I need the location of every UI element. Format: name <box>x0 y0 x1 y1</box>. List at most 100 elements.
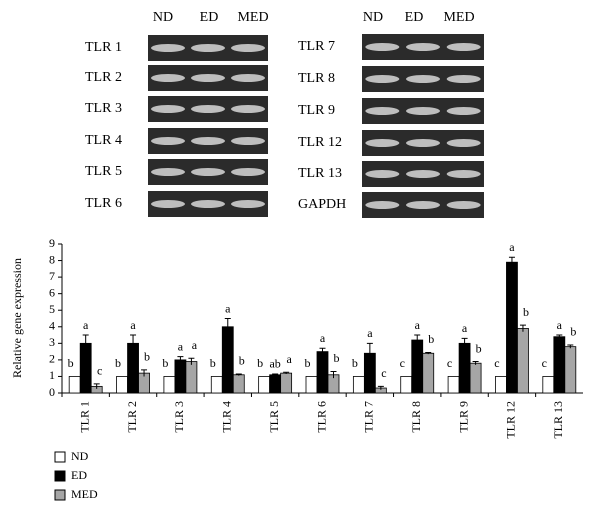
error-bar <box>567 344 574 349</box>
bar <box>422 352 435 394</box>
error-bar <box>556 334 563 339</box>
error-bar <box>461 337 468 349</box>
error-bar <box>319 347 326 355</box>
error-bar <box>425 351 432 355</box>
band <box>406 107 440 115</box>
significance-label: b <box>305 356 311 370</box>
band <box>191 137 225 145</box>
bar <box>564 346 577 394</box>
error-bar <box>272 373 279 376</box>
significance-label: b <box>476 341 482 355</box>
bar <box>258 376 271 394</box>
bar <box>411 339 424 394</box>
bar <box>210 376 223 394</box>
significance-label: b <box>239 354 245 368</box>
bar <box>517 328 529 394</box>
bar <box>163 376 176 394</box>
bar <box>116 376 128 394</box>
bar <box>185 361 198 394</box>
x-tick-label: TLR 1 <box>77 401 91 433</box>
bar <box>269 374 282 394</box>
error-bar <box>188 357 195 365</box>
significance-label: a <box>415 318 421 332</box>
y-tick-label: 4 <box>49 319 55 333</box>
error-bar <box>141 369 148 377</box>
significance-label: b <box>334 351 340 365</box>
gene-label: TLR 8 <box>298 71 335 86</box>
lane-label: MED <box>237 10 268 25</box>
bar <box>553 336 566 394</box>
lane-label: ED <box>405 10 424 25</box>
significance-label: c <box>97 364 102 378</box>
band <box>191 168 225 176</box>
bar <box>221 326 234 394</box>
significance-label: a <box>557 318 563 332</box>
significance-label: b <box>144 350 150 364</box>
error-bar <box>177 356 184 364</box>
significance-label: b <box>523 305 529 319</box>
error-bar <box>366 342 373 364</box>
error-bar <box>472 361 479 365</box>
significance-label: b <box>162 356 168 370</box>
error-bar <box>93 383 100 389</box>
error-bar <box>414 334 421 345</box>
band <box>446 170 481 178</box>
bar <box>232 374 245 394</box>
bar <box>447 376 460 394</box>
significance-label: c <box>400 356 405 370</box>
band <box>231 200 265 208</box>
y-tick-label: 7 <box>49 269 55 283</box>
y-tick-label: 6 <box>49 285 55 299</box>
lane-label: ED <box>200 10 219 25</box>
band <box>151 137 185 145</box>
significance-label: a <box>286 352 292 366</box>
x-tick-label: TLR 7 <box>362 401 376 433</box>
x-tick-label: TLR 13 <box>551 401 565 439</box>
significance-label: b <box>352 356 358 370</box>
band <box>191 105 225 113</box>
significance-label: a <box>192 338 198 352</box>
error-bar <box>130 334 137 352</box>
x-tick-label: TLR 2 <box>125 401 139 433</box>
significance-label: b <box>570 325 576 339</box>
bar <box>495 376 507 394</box>
band <box>406 43 440 51</box>
significance-label: a <box>83 318 89 332</box>
band <box>151 200 185 208</box>
significance-label: b <box>115 356 121 370</box>
x-tick-label: TLR 5 <box>267 401 281 433</box>
band <box>151 168 185 176</box>
y-tick-label: 5 <box>49 302 55 316</box>
y-tick-label: 1 <box>49 368 55 382</box>
gene-label: TLR 2 <box>85 70 122 85</box>
band <box>191 200 225 208</box>
band <box>365 107 400 115</box>
error-bar <box>224 318 231 336</box>
band <box>365 201 400 209</box>
band <box>151 74 185 82</box>
band <box>231 105 265 113</box>
bar <box>458 342 471 394</box>
significance-label: a <box>130 318 136 332</box>
band <box>446 107 481 115</box>
significance-label: a <box>367 326 373 340</box>
gene-label: TLR 6 <box>85 196 122 211</box>
x-tick-label: TLR 12 <box>504 401 518 439</box>
bar <box>316 351 329 394</box>
x-tick-label: TLR 6 <box>314 401 328 433</box>
band <box>406 75 440 83</box>
x-tick-label: TLR 4 <box>220 401 234 433</box>
band <box>191 74 225 82</box>
gene-label: TLR 13 <box>298 166 342 181</box>
x-tick-label: TLR 8 <box>409 401 423 433</box>
legend-label: MED <box>71 487 98 501</box>
error-bar <box>519 324 526 332</box>
significance-label: a <box>178 339 184 353</box>
legend-swatch <box>54 451 66 463</box>
band <box>406 201 440 209</box>
significance-label: b <box>428 332 434 346</box>
significance-label: ab <box>269 357 280 371</box>
bar <box>542 376 555 394</box>
significance-label: a <box>320 331 326 345</box>
